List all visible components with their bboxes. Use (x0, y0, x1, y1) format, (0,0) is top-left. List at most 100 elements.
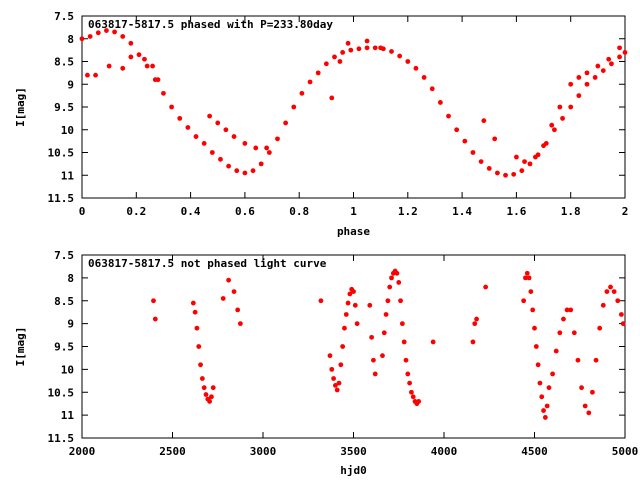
data-point (552, 127, 557, 133)
y-tick-label: 11.5 (48, 192, 75, 205)
data-point (503, 172, 508, 178)
x-tick-label: 2000 (69, 445, 96, 458)
x-tick-label: 1.8 (561, 205, 581, 218)
y-tick-label: 8.5 (54, 56, 74, 69)
data-point (340, 344, 346, 349)
data-point (356, 46, 362, 52)
data-point (413, 65, 419, 71)
data-point (522, 159, 527, 165)
data-point (617, 54, 622, 60)
data-point (586, 410, 592, 416)
data-point (576, 93, 582, 99)
data-point (521, 298, 527, 304)
data-point (231, 134, 237, 139)
x-tick-label: 3500 (340, 445, 367, 458)
data-point (387, 284, 393, 290)
x-tick-label: 0.2 (126, 205, 146, 218)
data-point (367, 302, 373, 308)
data-point (462, 138, 468, 144)
data-point (527, 161, 533, 167)
data-point (150, 63, 155, 69)
data-point (351, 289, 356, 294)
data-point (470, 339, 476, 345)
data-point (539, 394, 545, 400)
data-point (564, 307, 570, 313)
data-point (470, 150, 476, 155)
data-point (194, 325, 200, 331)
data-point (332, 54, 337, 60)
data-point (333, 382, 338, 388)
x-axis-label: phase (337, 225, 370, 238)
data-point (560, 115, 565, 121)
data-point (144, 63, 150, 69)
data-point (242, 141, 248, 146)
unphased-light-curve-panel: 2000 2500 3000 3500 4000 4500 5000 7.5 8 8.5 9 9.5 1… (14, 249, 638, 477)
x-tick-label: 1.2 (398, 205, 418, 218)
data-point (120, 34, 126, 39)
data-point (405, 371, 411, 377)
data-point (253, 145, 259, 151)
data-point (590, 389, 595, 395)
data-point (618, 312, 624, 317)
data-point (354, 321, 360, 327)
data-point (231, 289, 237, 294)
x-tick-label: 1.6 (506, 205, 526, 218)
data-point (209, 394, 214, 400)
data-point (550, 371, 555, 377)
data-point (343, 312, 349, 317)
data-point (494, 170, 500, 176)
data-point (128, 40, 134, 46)
data-point (207, 399, 213, 404)
data-point (405, 59, 411, 64)
data-point (331, 376, 336, 381)
data-point (218, 156, 223, 162)
data-point (345, 300, 351, 306)
data-point (542, 415, 548, 420)
data-point (185, 125, 191, 130)
data-point (410, 394, 416, 400)
data-point (571, 330, 577, 336)
x-tick-label: 2 (622, 205, 629, 218)
data-point (397, 53, 403, 59)
x-axis-label: hjd0 (340, 464, 367, 477)
y-axis-label: I[mag] (14, 327, 27, 367)
data-point (87, 34, 93, 39)
data-point (364, 38, 370, 44)
x-tick-label: 2500 (159, 445, 186, 458)
data-point (381, 330, 387, 336)
y-tick-label: 11 (61, 169, 75, 182)
phased-light-curve-panel: 0 0.2 0.4 0.6 0.8 1 1.2 1.4 1.6 1.8 2 7.5 8 8.5 9 9.5 10… (14, 10, 628, 238)
y-tick-label: 8 (67, 272, 74, 285)
data-point (128, 54, 134, 60)
data-point (142, 56, 147, 62)
data-point (557, 104, 563, 110)
data-point (329, 366, 335, 372)
data-point (307, 79, 313, 85)
data-point (617, 45, 622, 51)
x-tick-label: 1.4 (452, 205, 472, 218)
data-point (155, 77, 161, 83)
data-point (615, 298, 621, 304)
data-point (389, 275, 394, 281)
data-point (201, 141, 207, 146)
data-point (620, 321, 626, 327)
data-point (576, 75, 582, 80)
data-point (606, 56, 612, 62)
data-point (104, 28, 109, 33)
y-tick-label: 10.5 (48, 386, 75, 399)
y-tick-label: 9 (67, 318, 74, 331)
data-point (237, 321, 243, 327)
data-point (380, 353, 385, 359)
data-point (329, 95, 335, 101)
data-point (352, 302, 358, 308)
data-point (192, 309, 198, 315)
y-tick-label: 11 (61, 409, 75, 422)
data-point (526, 275, 532, 281)
data-point (220, 296, 226, 301)
y-tick-label: 7.5 (54, 249, 74, 262)
x-tick-label: 0 (79, 205, 86, 218)
data-point (403, 357, 409, 363)
y-tick-label: 9.5 (54, 101, 74, 114)
data-point (235, 307, 241, 313)
